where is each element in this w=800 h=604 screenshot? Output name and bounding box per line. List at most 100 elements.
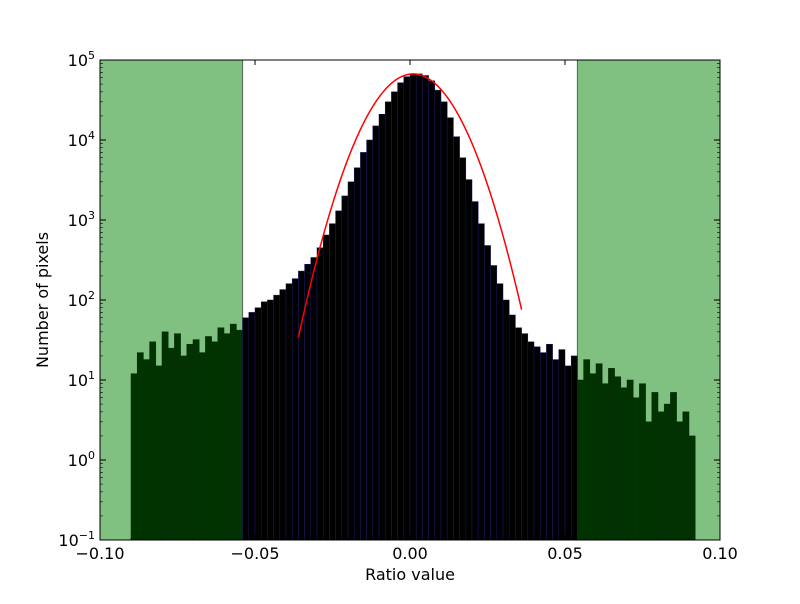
y-tick-label: 100 xyxy=(68,449,95,470)
histogram-bar xyxy=(484,245,491,541)
histogram-bar xyxy=(676,421,684,541)
histogram-bar xyxy=(409,74,417,541)
histogram-bar xyxy=(428,80,436,541)
x-axis-ticks: −0.10 −0.05 0.00 0.05 0.10 xyxy=(75,60,738,563)
histogram-bar xyxy=(285,283,293,541)
histogram-bar xyxy=(310,257,318,541)
histogram-bar xyxy=(279,289,287,541)
histogram-bar xyxy=(167,347,175,541)
histogram-bar xyxy=(149,341,157,541)
histogram-bar xyxy=(527,341,535,541)
histogram-bar xyxy=(546,343,553,541)
histogram-bar xyxy=(508,314,516,541)
histogram-bar xyxy=(397,82,405,541)
histogram-bar xyxy=(434,89,442,541)
histogram-bar xyxy=(521,333,529,541)
histogram-bar xyxy=(192,339,200,541)
histogram-bar xyxy=(291,278,299,541)
histogram-bar xyxy=(614,376,622,541)
histogram-bar xyxy=(533,346,541,541)
histogram-bar xyxy=(155,365,163,541)
histogram-bar xyxy=(632,397,640,541)
histogram-bar xyxy=(539,352,547,541)
histogram-bar xyxy=(626,379,634,541)
histogram-bar xyxy=(186,343,194,541)
histogram-bar xyxy=(161,331,169,541)
histogram-bar xyxy=(403,76,411,541)
histogram-bar xyxy=(335,210,343,541)
histogram-bar xyxy=(465,179,473,541)
histogram-bar xyxy=(347,181,355,541)
fit-curve-layer xyxy=(297,73,523,338)
histogram-bar xyxy=(583,359,591,541)
histogram-bar xyxy=(453,136,460,541)
histogram-bar xyxy=(143,359,150,541)
x-tick-label: 0.05 xyxy=(547,544,583,563)
histogram-bar xyxy=(378,113,386,541)
gaussian-fit-curve xyxy=(297,73,523,338)
histogram-bar xyxy=(372,125,380,541)
histogram-bar xyxy=(552,359,560,541)
histogram-bar xyxy=(496,283,504,541)
x-axis-label: Ratio value xyxy=(365,565,455,584)
histogram-bar xyxy=(589,373,597,541)
histogram-bar xyxy=(217,327,225,541)
histogram-bar xyxy=(273,294,281,541)
histogram-bar xyxy=(570,355,578,541)
y-axis-label: Number of pixels xyxy=(33,232,52,368)
histogram-bar xyxy=(688,435,696,541)
histogram-bar xyxy=(384,101,392,541)
histogram-bar xyxy=(211,341,219,541)
histogram-bar xyxy=(136,352,144,541)
histogram-bar xyxy=(645,421,653,541)
histogram-bar xyxy=(341,195,349,541)
x-tick-label: 0.00 xyxy=(392,544,428,563)
histogram-bar xyxy=(670,392,677,541)
y-tick-label: 103 xyxy=(68,209,95,230)
histogram-bar xyxy=(558,349,566,541)
histogram-bar xyxy=(316,247,324,541)
histogram-bar xyxy=(682,411,690,541)
y-tick-label: 105 xyxy=(68,49,95,70)
histogram-bar xyxy=(595,363,603,541)
y-tick-label: 102 xyxy=(68,289,95,310)
x-tick-label: −0.05 xyxy=(230,544,279,563)
histogram-bar xyxy=(422,75,429,541)
histogram-bar xyxy=(620,387,628,541)
histogram-bar xyxy=(601,383,609,541)
histogram-bar xyxy=(360,152,367,541)
histogram-bar xyxy=(415,73,423,541)
y-axis-ticks: 10−1 100 101 102 103 104 105 xyxy=(58,49,720,550)
histogram-bar xyxy=(205,336,212,541)
histogram-bar xyxy=(608,368,615,541)
histogram-bar xyxy=(366,139,374,541)
histogram-bar xyxy=(229,323,237,541)
histogram-bar xyxy=(471,201,479,541)
histogram-bar xyxy=(174,333,181,541)
histogram-bar xyxy=(254,307,262,541)
histogram-bar xyxy=(651,392,659,541)
histogram-bar xyxy=(322,234,330,541)
histogram-bar xyxy=(130,373,138,541)
y-tick-label: 101 xyxy=(68,369,95,390)
histogram-bar xyxy=(459,157,467,541)
histogram-bar xyxy=(353,167,361,541)
histogram-bar xyxy=(490,265,498,541)
histogram-bar xyxy=(657,411,665,541)
histogram-bar xyxy=(577,379,584,541)
histogram-bar xyxy=(242,317,250,541)
histogram-bar xyxy=(477,223,485,541)
x-tick-label: 0.10 xyxy=(702,544,738,563)
histogram-bar xyxy=(639,383,646,541)
histogram-bar xyxy=(223,333,231,541)
histogram-bar xyxy=(267,299,274,541)
histogram-bar xyxy=(248,312,256,541)
histogram-bar xyxy=(180,355,188,541)
histogram-bar xyxy=(198,352,206,541)
histogram-bar xyxy=(260,301,268,541)
x-tick-label: −0.10 xyxy=(75,544,124,563)
histogram-bar xyxy=(515,327,522,541)
y-tick-label: 10−1 xyxy=(58,529,95,550)
